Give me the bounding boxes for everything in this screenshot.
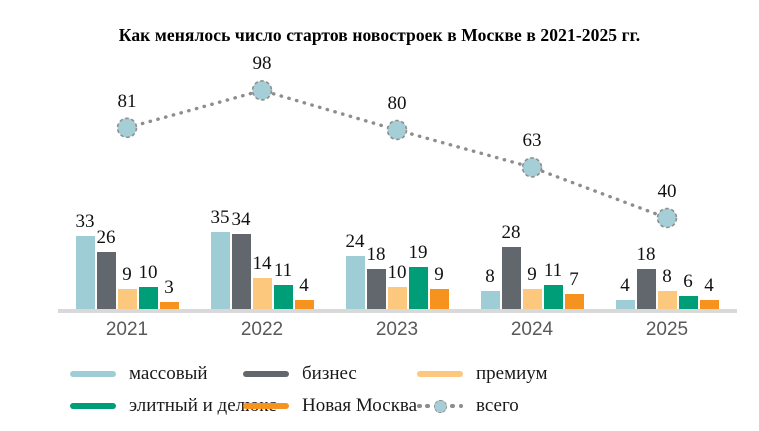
bar-3-2024 [522,289,542,309]
legend-label-mass: массовый [129,363,208,384]
bar-4-2022 [273,284,293,309]
legend-total-marker-icon [417,399,463,413]
bar-value-label: 11 [543,259,563,281]
legend-item-new-moscow: Новая Москва [243,396,417,416]
bar-value-label: 18 [636,244,656,266]
legend-swatch-business [243,371,289,377]
legend-label-business: бизнес [302,363,357,384]
dot-icon [417,403,422,409]
x-axis-label-2025: 2025 [645,319,689,340]
legend-swatch-elite [70,403,116,409]
bar-3-2021 [117,289,137,309]
bar-2-2024 [501,247,521,309]
bar-3-2022 [252,278,272,309]
bar-1-2024 [480,291,500,309]
bar-value-label: 9 [527,264,537,286]
bar-value-label: 3 [164,277,174,299]
bar-1-2025 [615,300,635,309]
legend-item-business: бизнес [243,364,357,384]
bar-value-label: 9 [122,264,132,286]
bar-value-label: 8 [485,266,495,288]
total-value-label: 81 [117,90,137,112]
bar-1-2022 [210,232,230,309]
total-marker-2021 [116,117,138,139]
bar-2-2023 [366,269,386,309]
legend-label-total: всего [476,395,519,416]
bar-3-2023 [387,287,407,309]
bar-4-2023 [408,267,428,309]
bar-4-2025 [678,295,698,309]
bar-5-2023 [429,289,449,309]
bar-value-label: 28 [501,222,521,244]
total-value-label: 40 [657,181,677,202]
total-value-label: 63 [522,130,542,152]
legend-label-new-moscow: Новая Москва [302,395,418,416]
dot-icon [450,403,455,409]
bar-value-label: 33 [75,211,95,233]
dot-icon [425,403,430,409]
x-axis-label-2024: 2024 [510,319,554,340]
total-marker-2023 [386,119,408,141]
legend-item-elite: элитный и делюкс [70,396,277,416]
x-axis-label-2023: 2023 [375,319,419,340]
bar-value-label: 19 [408,242,428,264]
bar-value-label: 10 [138,262,158,283]
bar-5-2024 [564,293,584,309]
bar-value-label: 10 [387,262,407,283]
bar-value-label: 7 [569,268,579,290]
dot-icon [458,403,463,409]
total-marker-2024 [521,157,543,178]
x-axis-label-2021: 2021 [105,319,149,340]
bar-value-label: 35 [210,207,230,228]
bar-1-2023 [345,256,365,309]
total-value-label: 98 [252,53,272,75]
bar-value-label: 26 [96,226,116,248]
legend-label-elite: элитный и делюкс [129,395,277,416]
chart-title: Как менялось число стартов новостроек в … [118,25,641,45]
total-marker-2025 [656,207,678,229]
bar-5-2022 [294,300,314,309]
bar-2-2025 [636,269,656,309]
bar-value-label: 4 [299,275,309,297]
x-axis-line [58,309,737,313]
bar-3-2025 [657,291,677,309]
legend-item-premium: премиум [417,364,548,384]
bar-2-2022 [231,234,251,309]
bar-5-2021 [159,302,179,309]
legend-item-total: всего [417,396,519,416]
bar-value-label: 34 [231,209,251,231]
bar-5-2025 [699,300,719,309]
legend-item-mass: массовый [70,364,208,384]
legend-swatch-new-moscow [243,403,289,409]
bar-value-label: 14 [252,253,272,275]
bar-1-2021 [75,236,95,309]
bar-4-2021 [138,287,158,309]
bar-value-label: 4 [620,275,630,297]
legend-swatch-premium [417,371,463,377]
circle-marker-icon [433,399,447,413]
x-axis-label-2022: 2022 [240,319,284,340]
bar-value-label: 9 [434,264,444,286]
bar-value-label: 6 [683,270,693,292]
legend-swatch-mass [70,371,116,377]
total-marker-2022 [251,80,273,101]
total-value-label: 80 [387,93,407,114]
bar-value-label: 24 [345,231,365,253]
legend-label-premium: премиум [476,363,548,384]
bar-value-label: 4 [704,275,714,297]
bar-2-2021 [96,251,116,309]
bar-value-label: 8 [662,266,672,288]
bar-4-2024 [543,284,563,309]
bar-value-label: 11 [273,259,293,281]
bar-value-label: 18 [366,244,386,266]
